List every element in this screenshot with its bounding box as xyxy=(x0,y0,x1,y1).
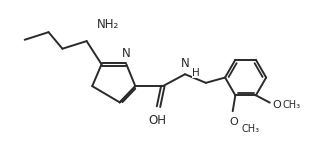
Text: CH₃: CH₃ xyxy=(242,124,260,134)
Text: N: N xyxy=(181,57,190,70)
Text: NH₂: NH₂ xyxy=(97,18,119,31)
Text: H: H xyxy=(192,68,200,77)
Text: CH₃: CH₃ xyxy=(282,100,300,110)
Text: O: O xyxy=(229,117,238,127)
Text: OH: OH xyxy=(149,114,167,127)
Text: O: O xyxy=(272,100,281,110)
Text: N: N xyxy=(122,47,131,60)
